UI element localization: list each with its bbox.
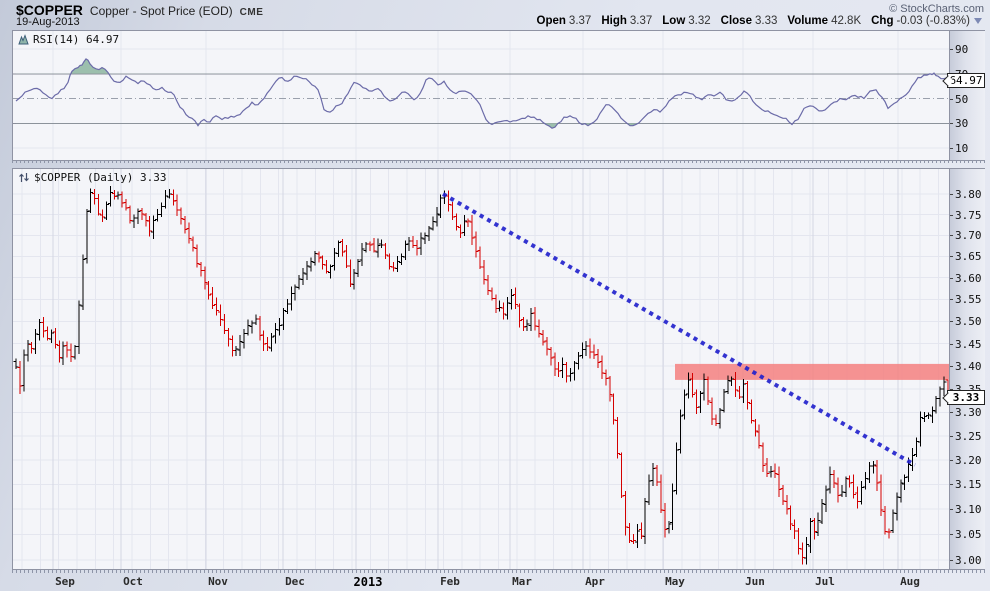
quote-summary-row: Open 3.37 High 3.37 Low 3.32 Close 3.33 Volume 42… — [537, 15, 982, 27]
price-axis-tick — [950, 344, 953, 345]
volume-label: Volume — [787, 15, 829, 27]
last-price-tag: 3.33 — [947, 390, 985, 405]
price-axis-tick — [950, 484, 953, 485]
rsi-oversold-fill — [16, 123, 948, 129]
rsi-plot-area — [13, 31, 949, 160]
low-value: 3.32 — [688, 15, 711, 27]
quote-dropdown-caret-icon[interactable] — [974, 18, 982, 24]
chart-date: 19-Aug-2013 — [16, 16, 80, 28]
rsi-axis-tick-label: 90 — [955, 43, 969, 56]
resistance-zone — [675, 363, 949, 380]
rsi-y-axis: 9070503010 — [949, 31, 985, 160]
x-axis-month-label: May — [665, 575, 685, 588]
price-axis-tick-label: 3.70 — [955, 229, 982, 242]
price-axis-tick-label: 3.00 — [955, 554, 982, 567]
x-axis-month-label: Apr — [585, 575, 605, 588]
rsi-indicator-panel: RSI(14) 64.97 9070503010 64.97 — [12, 30, 985, 161]
price-axis-tick — [950, 278, 953, 279]
x-axis-month-label: Mar — [512, 575, 532, 588]
downtrend-line — [442, 192, 916, 467]
x-axis-month-label: Nov — [208, 575, 228, 588]
price-axis-tick-label: 3.45 — [955, 338, 982, 351]
x-axis-month-label: Jul — [815, 575, 835, 588]
chg-value: -0.03 (-0.83%) — [896, 15, 970, 27]
price-axis-tick — [950, 215, 953, 216]
price-axis-tick — [950, 560, 953, 561]
rsi-axis-tickrow — [12, 160, 985, 163]
volume-value: 42.8K — [831, 15, 862, 27]
rsi-line — [15, 58, 949, 129]
chart-title-row: $COPPER Copper - Spot Price (EOD) CME — [16, 2, 984, 18]
x-axis-month-label: Jun — [745, 575, 765, 588]
price-axis-tick-label: 3.10 — [955, 503, 982, 516]
x-axis-month-label: 2013 — [353, 575, 383, 589]
copyright-text: © StockCharts.com — [889, 3, 984, 15]
rsi-axis-tick — [950, 123, 953, 124]
price-axis-tick — [950, 321, 953, 322]
x-axis-month-label: Oct — [123, 575, 143, 588]
x-axis-month-labels: Sep Oct Nov Dec 2013 Feb Mar Apr May Jun Jul Aug — [12, 572, 985, 591]
x-axis-tickrow — [12, 570, 985, 573]
price-axis-tick-label: 3.30 — [955, 406, 982, 419]
chg-label: Chg — [871, 15, 894, 27]
price-axis-tick-label: 3.25 — [955, 430, 982, 443]
instrument-name: Copper - Spot Price (EOD) — [89, 4, 233, 18]
price-axis-tick — [950, 235, 953, 236]
x-axis-month-label: Dec — [285, 575, 305, 588]
ticker-symbol: $COPPER — [16, 2, 83, 18]
close-value: 3.33 — [754, 15, 778, 27]
price-axis-tick — [950, 194, 953, 195]
rsi-label: RSI(14) 64.97 — [33, 33, 120, 46]
ohlc-bars-down — [17, 189, 949, 565]
x-axis-month-label: Feb — [440, 575, 460, 588]
price-axis-tick-label: 3.75 — [955, 209, 982, 222]
rsi-last-value-tag: 64.97 — [947, 73, 985, 88]
price-axis-tick-label: 3.05 — [955, 528, 982, 541]
price-axis-tick-label: 3.50 — [955, 315, 982, 328]
exchange-label: CME — [239, 7, 264, 18]
rsi-axis-tick — [950, 148, 953, 149]
rsi-panel-label-row: RSI(14) 64.97 — [18, 33, 119, 46]
price-y-axis: 3.803.753.703.653.603.553.503.453.403.35… — [949, 169, 985, 569]
x-axis-month-label: Sep — [55, 575, 75, 588]
price-axis-tick-label: 3.60 — [955, 272, 982, 285]
updown-arrows-icon — [19, 173, 29, 182]
price-axis-tick-label: 3.20 — [955, 454, 982, 467]
price-axis-tick — [950, 436, 953, 437]
price-axis-tick — [950, 412, 953, 413]
rsi-axis-tick-label: 10 — [955, 142, 969, 155]
price-axis-tick — [950, 460, 953, 461]
price-panel: $COPPER (Daily) 3.33 3.80 3.75 3.70 3.65 3.6… — [12, 168, 985, 570]
price-axis-tick-label: 3.55 — [955, 293, 982, 306]
price-axis-tick — [950, 299, 953, 300]
price-label: $COPPER (Daily) 3.33 — [34, 171, 167, 184]
rsi-axis-tick-label: 30 — [955, 117, 969, 130]
close-label: Close — [720, 15, 752, 27]
price-axis-tick — [950, 366, 953, 367]
rsi-overbought-fill — [70, 58, 935, 74]
open-label: Open — [536, 15, 566, 27]
low-label: Low — [662, 15, 686, 27]
high-value: 3.37 — [629, 15, 653, 27]
price-axis-tick-label: 3.15 — [955, 478, 982, 491]
price-axis-tick-label: 3.80 — [955, 188, 982, 201]
price-axis-tick — [950, 534, 953, 535]
rsi-axis-tick — [950, 99, 953, 100]
rsi-axis-tick-label: 50 — [955, 93, 969, 106]
x-axis-month-label: Aug — [900, 575, 920, 588]
open-value: 3.37 — [568, 15, 592, 27]
price-axis-tick-label: 3.40 — [955, 360, 982, 373]
price-axis-tick — [950, 509, 953, 510]
indicator-icon — [18, 34, 29, 45]
high-label: High — [601, 15, 627, 27]
rsi-axis-tick — [950, 49, 953, 50]
price-plot-area — [13, 169, 949, 569]
price-axis-tick-label: 3.65 — [955, 250, 982, 263]
price-axis-tick — [950, 256, 953, 257]
price-panel-label-row: $COPPER (Daily) 3.33 — [18, 171, 166, 184]
